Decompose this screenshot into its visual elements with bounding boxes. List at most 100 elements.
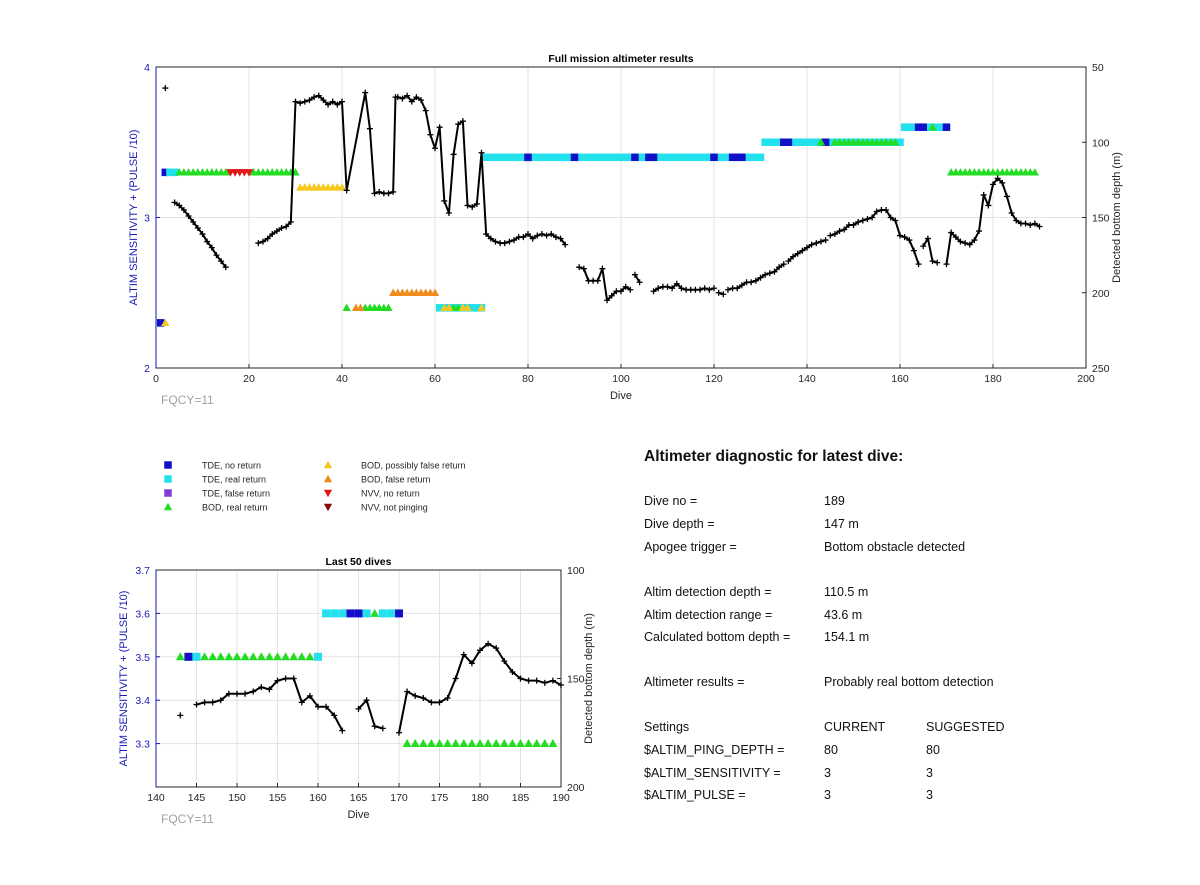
depth-point (780, 261, 787, 268)
depth-point (428, 699, 435, 706)
marker-square (170, 168, 179, 177)
x-tick-label: 180 (471, 792, 489, 804)
marker-square (164, 461, 172, 469)
depth-point (396, 729, 402, 736)
y-tick-label: 3.3 (135, 739, 150, 751)
marker-square (756, 153, 765, 162)
depth-point (420, 695, 427, 702)
depth-line (634, 274, 641, 283)
marker-square (924, 123, 932, 131)
depth-point (980, 191, 987, 198)
depth-point (1031, 220, 1038, 227)
marker-square (542, 153, 551, 162)
marker-square (496, 153, 504, 162)
depth-point (343, 187, 350, 194)
y2-tick-label: 150 (567, 674, 585, 686)
marker-square (505, 153, 514, 162)
legend-label: BOD, real return (202, 503, 268, 513)
marker-square (192, 652, 201, 661)
marker-square (566, 153, 574, 162)
depth-series (162, 85, 1043, 304)
marker-square (166, 168, 174, 177)
depth-point (669, 285, 676, 292)
marker-square (156, 319, 165, 327)
depth-point (971, 237, 978, 244)
x-tick-label: 200 (1077, 373, 1095, 385)
marker-square (589, 153, 597, 162)
depth-point (455, 121, 462, 128)
depth-point (259, 238, 266, 245)
marker-square (659, 153, 667, 162)
depth-point (552, 234, 559, 241)
depth-point (957, 238, 964, 245)
marker-square (910, 123, 918, 131)
settings-header-suggested: SUGGESTED (926, 720, 1005, 734)
depth-line (578, 266, 631, 302)
fqcy-annotation: FQCY=11 (161, 393, 214, 407)
y-tick-label: 4 (144, 62, 150, 74)
diag-label-dive-no: Dive no = (644, 494, 698, 508)
marker-square (812, 138, 821, 146)
marker-square (677, 153, 686, 162)
depth-point (948, 229, 955, 236)
x-tick-label: 100 (612, 373, 630, 385)
depth-point (673, 280, 680, 287)
depth-point (292, 98, 299, 105)
depth-point (331, 712, 338, 719)
marker-square (524, 153, 532, 162)
marker-square (322, 609, 331, 618)
depth-point (608, 292, 615, 299)
depth-point (622, 283, 629, 290)
depth-point (541, 679, 548, 686)
diag-value-apogee-trigger: Bottom obstacle detected (824, 540, 966, 554)
marker-square (161, 168, 170, 177)
marker-triangle-up (402, 739, 412, 748)
depth-point (315, 703, 321, 710)
marker-square (346, 609, 355, 618)
marker-triangle-up (491, 739, 501, 748)
depth-point (599, 265, 606, 272)
x-tick-label: 190 (552, 792, 570, 804)
depth-point (664, 283, 671, 290)
y-axis-label: ALTIM SENSITIVITY + (PULSE /10) (118, 591, 130, 767)
y2-tick-label: 100 (1092, 137, 1110, 149)
legend-label: BOD, possibly false return (361, 461, 466, 471)
depth-point (799, 247, 806, 254)
marker-square (784, 138, 793, 146)
depth-point (525, 677, 532, 684)
depth-point (185, 212, 192, 219)
marker-triangle-up (427, 739, 436, 748)
depth-point (580, 265, 587, 272)
marker-square (612, 153, 621, 162)
depth-point (355, 705, 362, 712)
marker-square (510, 153, 518, 162)
depth-point (873, 208, 880, 215)
depth-point (334, 101, 341, 108)
x-tick-label: 0 (153, 373, 159, 385)
marker-square (780, 138, 788, 146)
marker-triangle-up (451, 739, 461, 748)
depth-point (548, 231, 555, 238)
marker-triangle-up (483, 739, 493, 748)
depth-point (485, 640, 492, 647)
depth-point (836, 228, 843, 235)
chart-title: Last 50 dives (326, 556, 392, 568)
setting-label-ping-depth: $ALTIM_PING_DEPTH = (644, 743, 785, 757)
marker-square (938, 123, 946, 131)
depth-point (864, 216, 871, 223)
depth-point (720, 291, 727, 298)
marker-square (691, 153, 700, 162)
depth-point (363, 697, 370, 704)
marker-triangle-up (463, 303, 472, 312)
x-tick-label: 20 (243, 373, 255, 385)
depth-point (831, 231, 838, 238)
depth-point (562, 241, 569, 248)
depth-point (492, 238, 499, 245)
depth-point (701, 285, 708, 292)
legend-label: TDE, false return (202, 489, 270, 499)
depth-point (501, 658, 508, 665)
depth-point (193, 701, 200, 708)
depth-point (762, 271, 769, 278)
depth-point (549, 677, 556, 684)
marker-square (626, 153, 635, 162)
